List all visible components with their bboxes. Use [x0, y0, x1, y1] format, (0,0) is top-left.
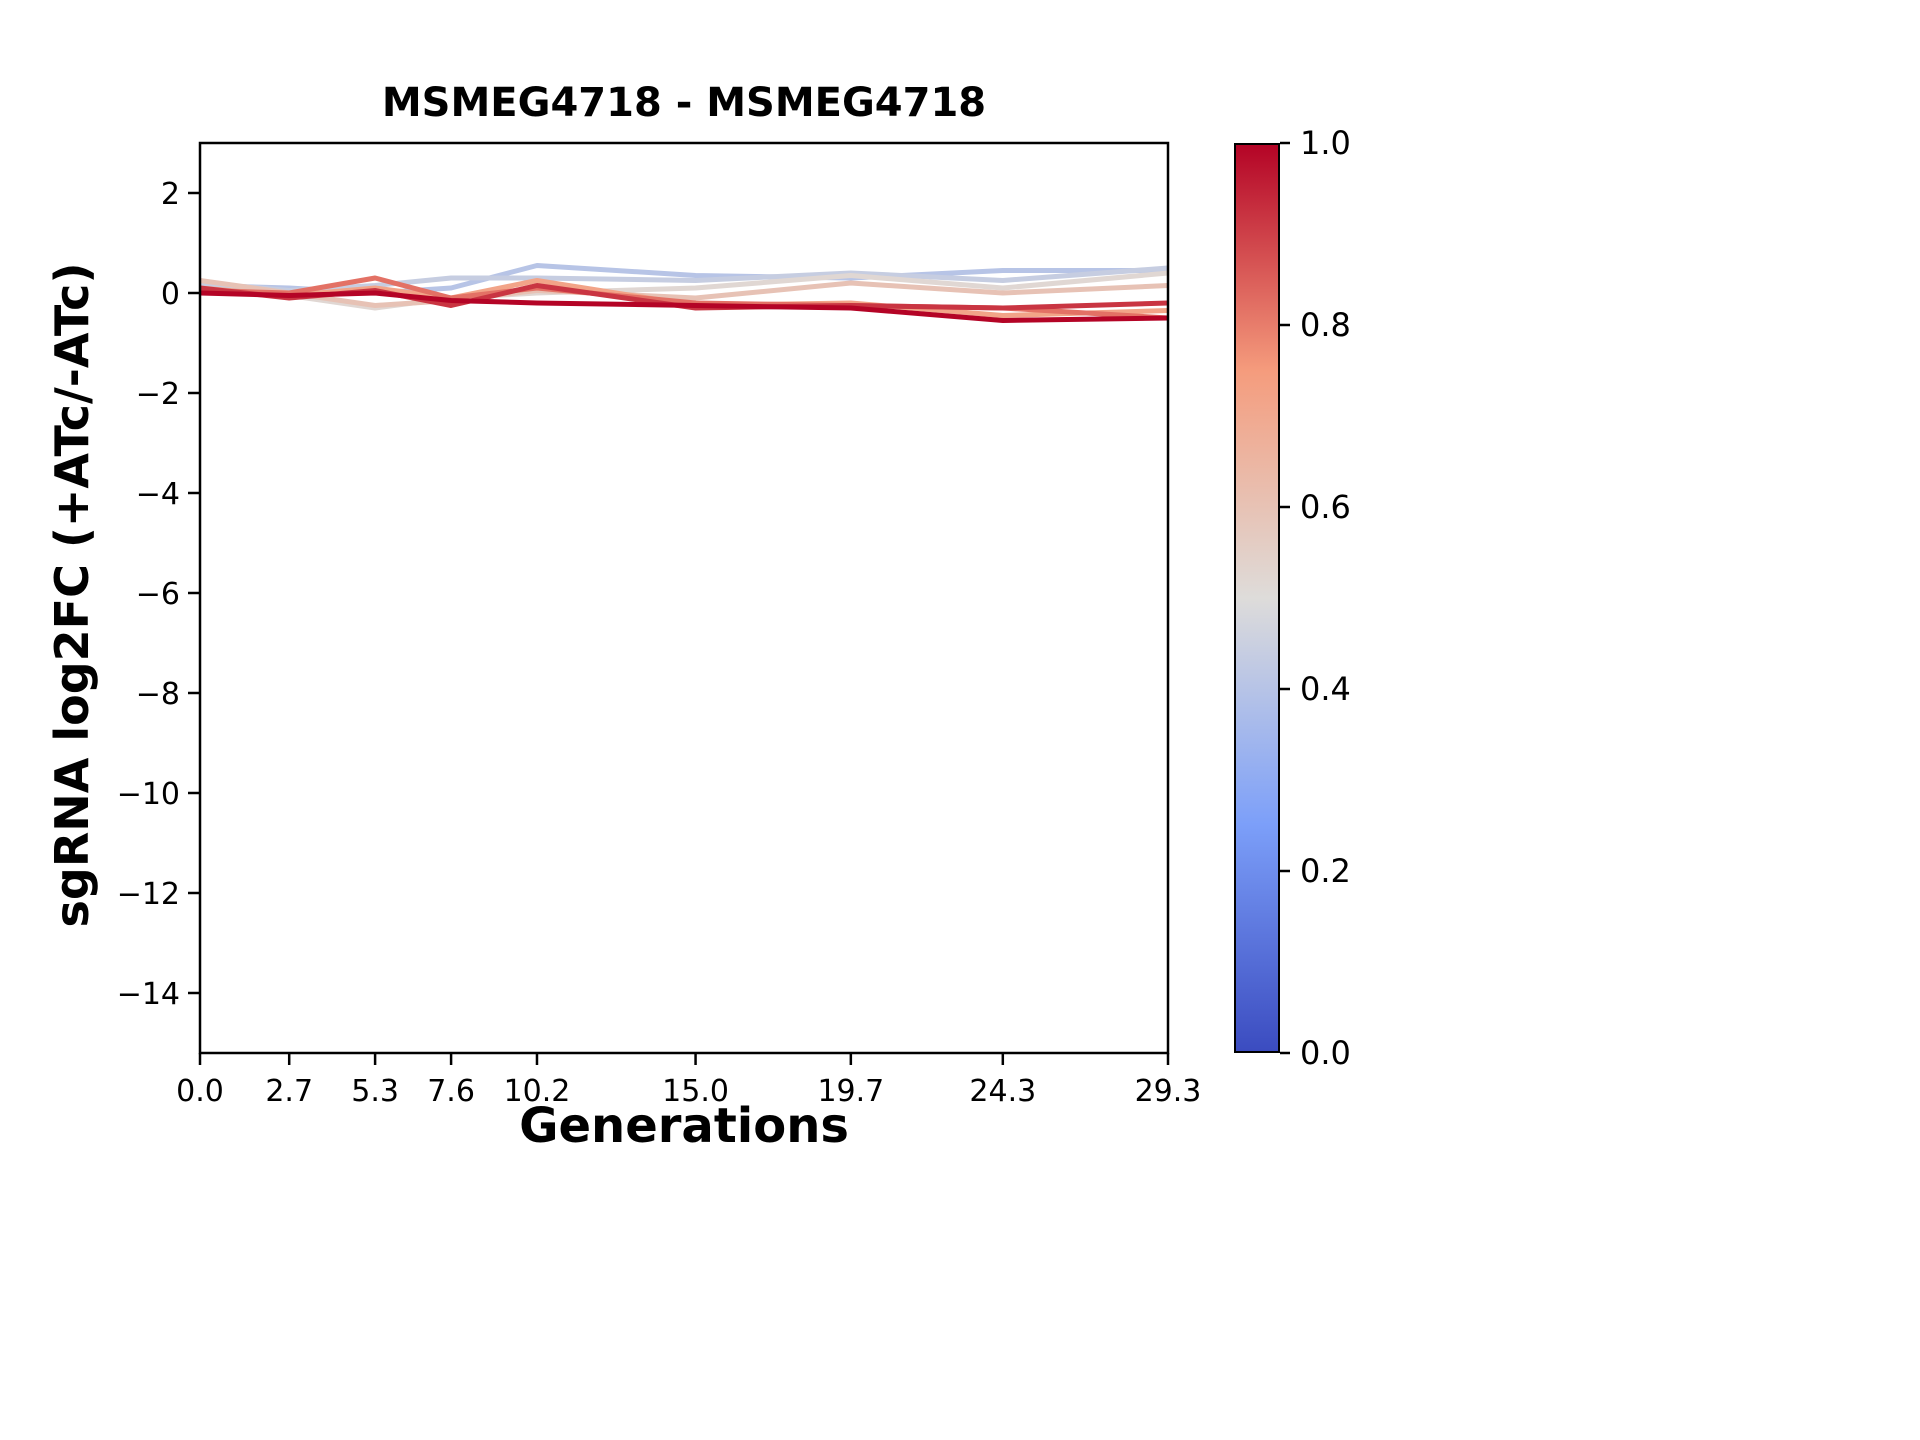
series-line	[199, 290, 1169, 323]
y-tick-label: 2	[161, 177, 180, 212]
colorbar-tick-label: 0.2	[1300, 852, 1351, 890]
x-tick-label: 29.3	[1135, 1074, 1202, 1109]
y-tick-label: −2	[136, 377, 180, 412]
colorbar-tick-label: 1.0	[1300, 124, 1351, 162]
y-tick-label: −14	[117, 977, 180, 1012]
x-axis-label: Generations	[519, 1098, 849, 1154]
y-tick-label: −10	[117, 777, 180, 812]
x-tick-label: 24.3	[969, 1074, 1036, 1109]
chart-title: MSMEG4718 - MSMEG4718	[381, 80, 987, 126]
y-tick-label: −12	[117, 877, 180, 912]
colorbar-tick-label: 0.4	[1300, 670, 1351, 708]
y-tick-label: −4	[136, 477, 180, 512]
colorbar-tick-label: 0.6	[1300, 488, 1351, 526]
y-tick-label: −6	[136, 577, 180, 612]
x-tick-label: 0.0	[176, 1074, 224, 1109]
x-tick-label: 19.7	[817, 1074, 884, 1109]
colorbar	[1234, 143, 1280, 1053]
x-tick-label: 5.3	[351, 1074, 399, 1109]
colorbar-tick-label: 0.8	[1300, 306, 1351, 344]
x-tick-label: 10.2	[504, 1074, 571, 1109]
plot-frame	[198, 141, 1170, 1055]
x-tick-label: 2.7	[265, 1074, 313, 1109]
x-tick-label: 15.0	[662, 1074, 729, 1109]
y-tick-label: 0	[161, 277, 180, 312]
y-tick-label: −8	[136, 677, 180, 712]
x-tick-label: 7.6	[427, 1074, 475, 1109]
colorbar-tick-label: 0.0	[1300, 1034, 1351, 1072]
